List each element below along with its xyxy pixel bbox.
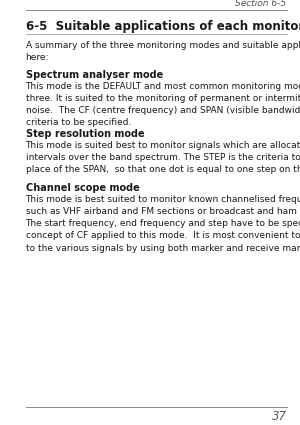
Text: Channel scope mode: Channel scope mode [26,183,139,193]
Text: Spectrum analyser mode: Spectrum analyser mode [26,70,163,80]
Text: 37: 37 [272,410,286,423]
Text: Section 6-5: Section 6-5 [236,0,286,8]
Text: A summary of the three monitoring modes and suitable applications is given
here:: A summary of the three monitoring modes … [26,41,300,62]
Text: This mode is the DEFAULT and most common monitoring mode among the
three. It is : This mode is the DEFAULT and most common… [26,82,300,128]
Text: Step resolution mode: Step resolution mode [26,129,144,139]
Text: This mode is suited best to monitor signals which are allocated with certain
int: This mode is suited best to monitor sign… [26,141,300,174]
Text: 6-5  Suitable applications of each monitoring mode: 6-5 Suitable applications of each monito… [26,20,300,33]
Text: This mode is best suited to monitor known channelised frequency spectrums
such a: This mode is best suited to monitor know… [26,195,300,252]
